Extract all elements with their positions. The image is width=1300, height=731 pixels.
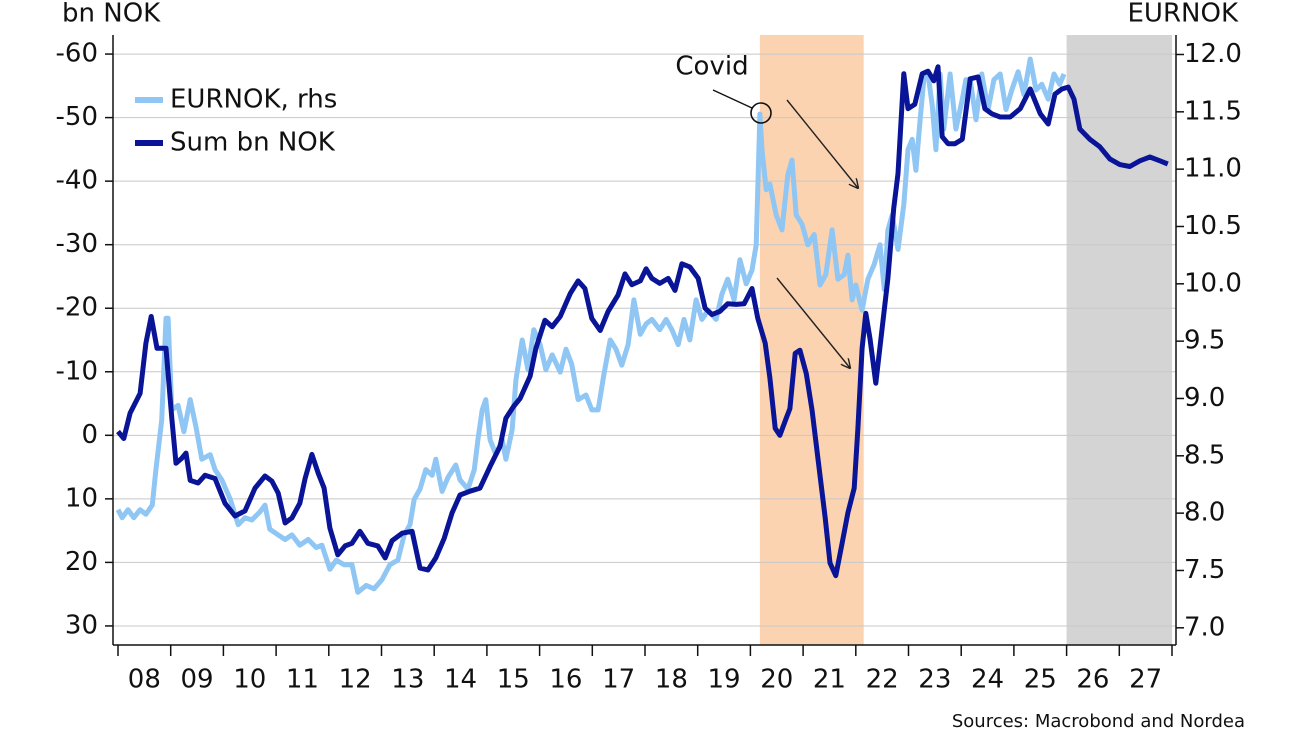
annotation-covid: Covid (675, 52, 748, 82)
y2-tick-label: 7.5 (1184, 555, 1225, 585)
y2-axis-title: EURNOK (1128, 0, 1239, 29)
x-tick-label: 16 (549, 665, 582, 695)
x-tick-label: 18 (655, 665, 688, 695)
x-tick-label: 19 (708, 665, 741, 695)
annotation-arrow (776, 277, 850, 368)
y2-tick-label: 7.0 (1184, 612, 1225, 642)
y2-tick-label: 10.0 (1184, 268, 1242, 298)
source-note: Sources: Macrobond and Nordea (952, 711, 1245, 731)
annotation-leader (712, 89, 753, 109)
x-tick-label: 22 (866, 665, 899, 695)
y-tick-label: -50 (56, 102, 98, 132)
annotation-circle (750, 102, 772, 124)
x-tick-label: 26 (1076, 665, 1109, 695)
y2-tick-label: 11.0 (1184, 154, 1242, 184)
lines-layer (115, 56, 1169, 595)
y-tick-label: -40 (56, 166, 98, 196)
shaded-region (759, 35, 864, 645)
front-layer: bn NOK EURNOK Sources: Macrobond and Nor… (56, 0, 1245, 731)
y-tick-label: -60 (56, 39, 98, 69)
x-tick-label: 09 (181, 665, 214, 695)
x-tick-label: 13 (391, 665, 424, 695)
legend-label: EURNOK, rhs (170, 85, 337, 115)
y2-tick-label: 8.5 (1184, 440, 1225, 470)
series-line (115, 56, 1067, 595)
x-tick-label: 08 (128, 665, 161, 695)
y-tick-label: 30 (65, 610, 98, 640)
y-tick-label: -30 (56, 229, 98, 259)
shaded-region (1066, 35, 1172, 645)
y-axis-title: bn NOK (62, 0, 161, 29)
y-tick-label: -10 (56, 356, 98, 386)
x-tick-label: 17 (602, 665, 635, 695)
y2-tick-label: 11.5 (1184, 96, 1242, 126)
x-tick-label: 23 (918, 665, 951, 695)
series-line (116, 64, 1169, 579)
x-tick-label: 27 (1129, 665, 1162, 695)
legend-label: Sum bn NOK (170, 128, 336, 158)
y-tick-label: 20 (65, 547, 98, 577)
x-tick-label: 15 (497, 665, 530, 695)
x-tick-label: 11 (286, 665, 319, 695)
x-tick-label: 24 (971, 665, 1004, 695)
y2-tick-label: 8.0 (1184, 498, 1225, 528)
y-tick-label: -20 (56, 293, 98, 323)
annotation-arrow (786, 99, 858, 188)
y-tick-label: 10 (65, 483, 98, 513)
x-tick-label: 25 (1024, 665, 1057, 695)
y-tick-label: 0 (81, 420, 98, 450)
y2-tick-label: 12.0 (1184, 39, 1242, 69)
x-tick-label: 21 (813, 665, 846, 695)
y2-tick-label: 9.5 (1184, 326, 1225, 356)
y2-tick-label: 10.5 (1184, 211, 1242, 241)
x-tick-label: 10 (233, 665, 266, 695)
x-tick-label: 12 (339, 665, 372, 695)
x-tick-label: 20 (760, 665, 793, 695)
grid-layer (113, 53, 1176, 627)
y2-tick-label: 9.0 (1184, 383, 1225, 413)
x-tick-label: 14 (444, 665, 477, 695)
